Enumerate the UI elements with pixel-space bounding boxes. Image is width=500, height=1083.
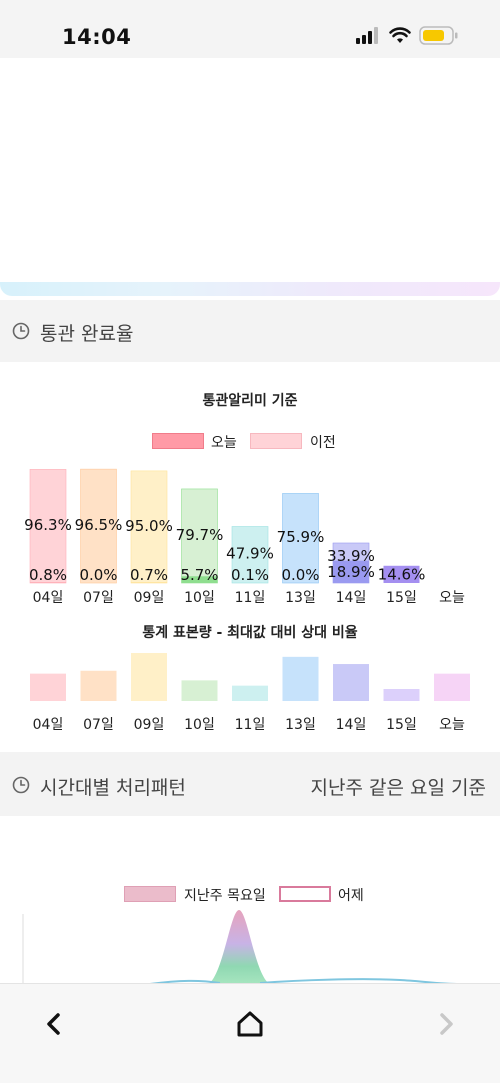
x-tick-09일: 09일 bbox=[134, 717, 165, 733]
bar-prev-09일 bbox=[130, 470, 168, 584]
chart-legend: 오늘 이전 bbox=[0, 432, 500, 451]
x-tick-오늘: 오늘 bbox=[439, 590, 465, 606]
section-title: 통관 완료율 bbox=[40, 323, 134, 345]
chart-title-customs: 통관알리미 기준 bbox=[202, 393, 298, 409]
section-header-customs: 통관 완료율 bbox=[0, 300, 500, 362]
legend-swatch-yesterday bbox=[279, 886, 331, 902]
status-time: 14:04 bbox=[62, 25, 132, 49]
x-tick-오늘: 오늘 bbox=[439, 717, 465, 733]
bar-sample-09일 bbox=[131, 653, 167, 701]
data-label-prev-11일: 47.9% bbox=[226, 545, 274, 563]
section-subtitle: 지난주 같은 요일 기준 bbox=[310, 777, 486, 799]
clock-icon bbox=[12, 776, 30, 794]
x-tick-11일: 11일 bbox=[235, 717, 266, 733]
data-label-today-11일: 0.1% bbox=[231, 566, 269, 584]
bar-today-09일 bbox=[131, 582, 167, 583]
bar-sample-15일 bbox=[383, 689, 420, 701]
signal-icon bbox=[356, 27, 378, 44]
bar-sample-10일 bbox=[181, 680, 218, 701]
x-tick-15일: 15일 bbox=[386, 717, 417, 733]
bar-sample-07일 bbox=[80, 670, 117, 701]
x-tick-14일: 14일 bbox=[336, 590, 367, 606]
home-icon bbox=[237, 1011, 263, 1037]
data-label-prev-04일: 96.3% bbox=[24, 516, 72, 534]
data-label-prev-07일: 96.5% bbox=[75, 516, 123, 534]
bar-sample-11일 bbox=[232, 685, 268, 701]
time-pattern-chart bbox=[22, 910, 461, 985]
x-tick-04일: 04일 bbox=[33, 717, 64, 733]
data-label-today-10일: 5.7% bbox=[180, 566, 218, 584]
x-tick-10일: 10일 bbox=[184, 590, 215, 606]
bar-sample-14일 bbox=[333, 664, 369, 701]
gradient-strip bbox=[0, 282, 500, 296]
bar-today-14일 bbox=[333, 560, 369, 583]
x-tick-11일: 11일 bbox=[235, 590, 266, 606]
x-tick-13일: 13일 bbox=[285, 590, 316, 606]
x-tick-14일: 14일 bbox=[336, 717, 367, 733]
data-label-today-07일: 0.0% bbox=[79, 566, 117, 584]
x-tick-04일: 04일 bbox=[33, 590, 64, 606]
section-header-pattern: 시간대별 처리패턴 지난주 같은 요일 기준 bbox=[0, 752, 500, 816]
data-label-prev-09일: 95.0% bbox=[125, 517, 173, 535]
chart-legend: 지난주 목요일 어제 bbox=[0, 885, 500, 904]
bottom-navigation bbox=[0, 983, 500, 1083]
x-tick-15일: 15일 bbox=[386, 590, 417, 606]
chart-title-sample: 통계 표본량 - 최대값 대비 상대 비율 bbox=[142, 625, 358, 641]
data-label-today-13일: 0.0% bbox=[281, 566, 319, 584]
bar-today-04일 bbox=[30, 582, 66, 583]
home-button[interactable] bbox=[220, 994, 280, 1054]
wifi-icon bbox=[389, 27, 411, 43]
legend-swatch-lastweek bbox=[124, 886, 176, 902]
legend-label-lastweek: 지난주 목요일 bbox=[184, 888, 266, 904]
status-icons bbox=[356, 26, 460, 46]
legend-swatch-prev bbox=[250, 433, 302, 449]
bar-prev-11일 bbox=[231, 526, 269, 584]
chevron-right-icon bbox=[440, 1013, 453, 1035]
data-label-prev-14일: 33.9% bbox=[327, 547, 375, 565]
data-label-today-15일: 14.6% bbox=[378, 565, 426, 583]
data-label-today-04일: 0.8% bbox=[29, 566, 67, 584]
status-bar: 14:04 bbox=[0, 0, 500, 58]
bar-prev-13일 bbox=[282, 493, 319, 584]
bar-prev-07일 bbox=[80, 468, 117, 584]
battery-icon bbox=[419, 26, 458, 45]
customs-completion-chart: 96.3% 0.8% 04일 96.5% 0.0% 07일 95.0% 0.7% 09일 79.7… bbox=[24, 468, 465, 606]
bar-sample-13일 bbox=[282, 656, 319, 701]
data-label-prev-10일: 79.7% bbox=[176, 526, 224, 544]
x-tick-07일: 07일 bbox=[83, 717, 114, 733]
x-tick-10일: 10일 bbox=[184, 717, 215, 733]
bar-prev-04일 bbox=[29, 469, 67, 584]
legend-label-prev: 이전 bbox=[310, 435, 336, 451]
x-tick-07일: 07일 bbox=[83, 590, 114, 606]
data-label-today-14일: 18.9% bbox=[327, 563, 375, 581]
bar-today-10일 bbox=[181, 576, 218, 583]
clock-icon bbox=[12, 322, 30, 340]
forward-button[interactable] bbox=[416, 994, 476, 1054]
data-label-prev-13일: 75.9% bbox=[277, 528, 325, 546]
lastweek-area bbox=[205, 910, 273, 985]
x-tick-09일: 09일 bbox=[134, 590, 165, 606]
sample-ratio-chart: 04일 07일 09일 10일 11일 13일 14일 15일 오늘 bbox=[30, 653, 470, 733]
data-label-today-09일: 0.7% bbox=[130, 566, 168, 584]
legend-label-yesterday: 어제 bbox=[338, 888, 364, 904]
legend-swatch-today bbox=[152, 433, 204, 449]
x-tick-13일: 13일 bbox=[285, 717, 316, 733]
web-content-blank bbox=[0, 58, 500, 288]
bar-sample-오늘 bbox=[434, 673, 470, 701]
bar-today-15일 bbox=[383, 565, 420, 583]
back-button[interactable] bbox=[24, 994, 84, 1054]
section-title: 시간대별 처리패턴 bbox=[40, 777, 186, 799]
legend-label-today: 오늘 bbox=[211, 435, 237, 451]
chevron-left-icon bbox=[47, 1013, 60, 1035]
bar-sample-04일 bbox=[30, 673, 66, 701]
bar-prev-10일 bbox=[181, 488, 218, 584]
